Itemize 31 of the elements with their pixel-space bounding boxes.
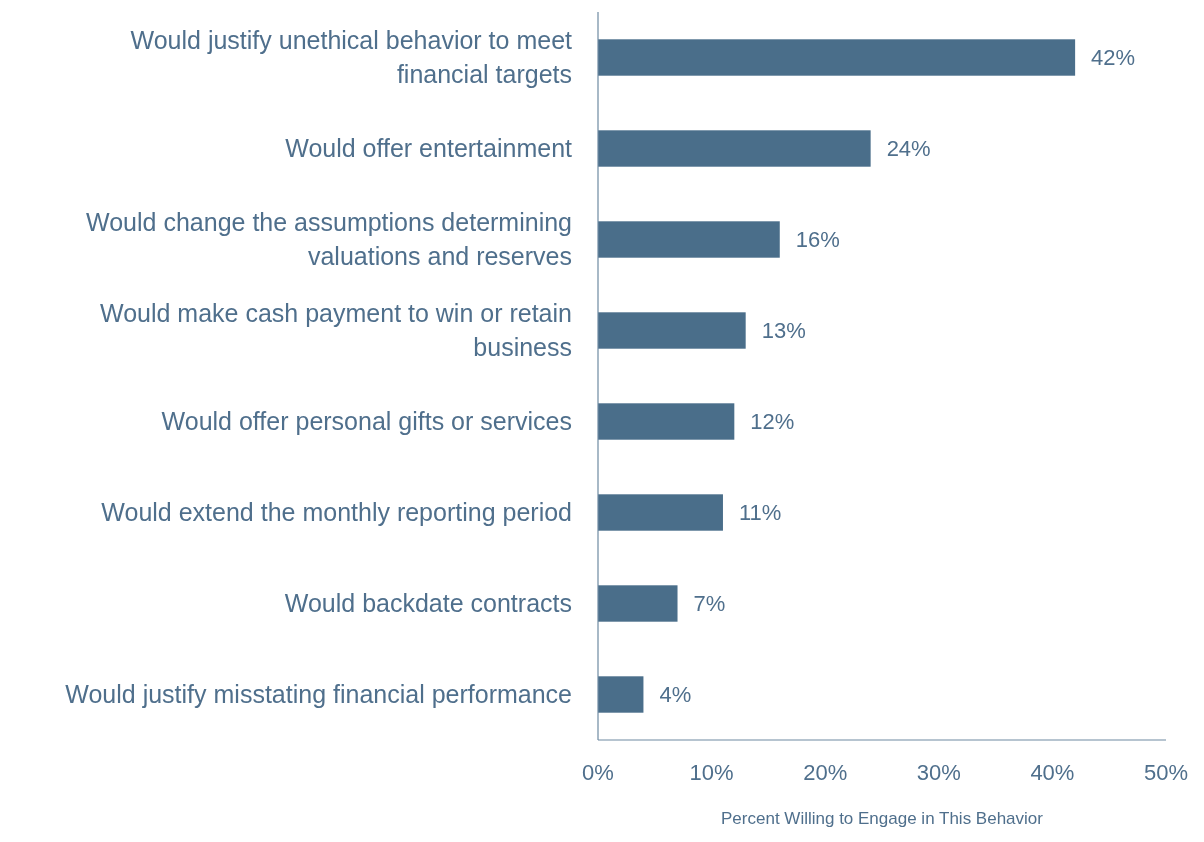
- bar: [598, 221, 780, 258]
- bar: [598, 585, 678, 622]
- bar: [598, 312, 746, 349]
- bar: [598, 39, 1076, 76]
- y-tick-label: Would change the assumptions determining valuations and reserves: [86, 208, 572, 271]
- data-label: 7%: [693, 591, 726, 617]
- y-tick-label: Would extend the monthly reporting period: [101, 498, 572, 527]
- y-tick-label: Would backdate contracts: [284, 589, 572, 618]
- bar: [598, 130, 871, 167]
- x-axis-title: Percent Willing to Engage in This Behavior: [721, 809, 1044, 828]
- data-label: 42%: [1091, 45, 1136, 71]
- y-tick-label: Would justify unethical behavior to meet financial targets: [130, 26, 573, 89]
- y-tick-label: Would offer entertainment: [285, 134, 573, 163]
- data-label: 4%: [659, 682, 692, 708]
- x-tick-label: 20%: [803, 760, 848, 785]
- data-label: 24%: [886, 136, 931, 162]
- data-label: 13%: [761, 318, 806, 344]
- y-tick-label: Would justify misstating financial performance: [65, 680, 572, 709]
- data-label: 11%: [738, 500, 782, 526]
- x-tick-label: 10%: [689, 760, 734, 785]
- x-tick-label: 30%: [916, 760, 961, 785]
- data-label: 16%: [795, 227, 840, 253]
- data-label: 12%: [750, 409, 795, 435]
- bar: [598, 676, 644, 713]
- y-tick-label: Would make cash payment to win or retain business: [100, 299, 572, 362]
- bar: [598, 494, 723, 531]
- x-tick-label: 50%: [1143, 760, 1189, 785]
- x-tick-label: 0%: [582, 760, 614, 785]
- bar: [598, 403, 735, 440]
- y-tick-label: Would offer personal gifts or services: [161, 407, 572, 436]
- x-tick-label: 40%: [1030, 760, 1075, 785]
